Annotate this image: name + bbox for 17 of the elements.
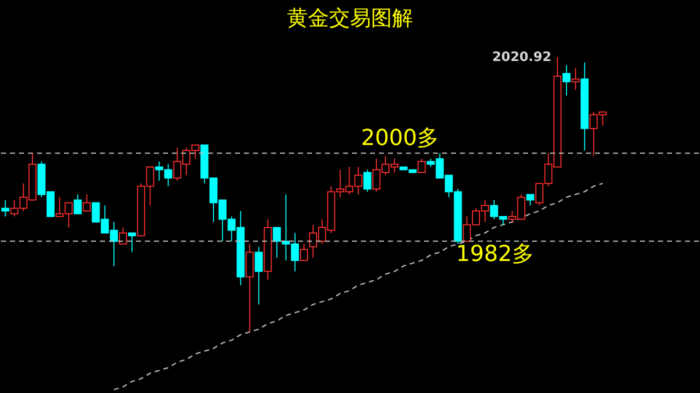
- candlestick: [1, 199, 10, 217]
- ref-line-label: 1982多: [456, 242, 534, 268]
- annotation: 2020.92: [492, 50, 552, 65]
- candlestick: [118, 226, 127, 244]
- candlestick: [562, 64, 570, 96]
- candlestick: [418, 158, 426, 173]
- candlestick: [74, 194, 82, 214]
- chart-title: 黄金交易图解: [287, 6, 413, 30]
- ref-line-label: 2000多: [361, 126, 439, 152]
- candlestick: [272, 226, 281, 258]
- candlestick: [526, 194, 534, 206]
- candlestick: [254, 246, 263, 305]
- candlestick: [363, 169, 372, 192]
- candlestick: [572, 67, 580, 90]
- candlestick: [128, 232, 136, 253]
- candlestick: [82, 194, 91, 212]
- candlestick: [300, 243, 308, 261]
